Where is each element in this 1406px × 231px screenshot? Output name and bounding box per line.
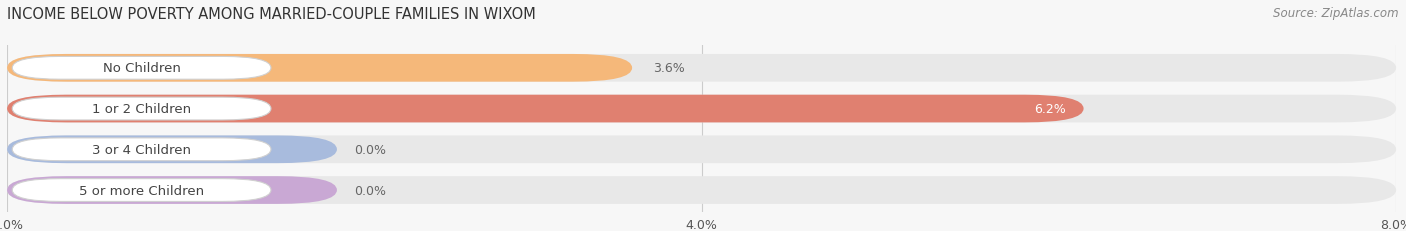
Text: 0.0%: 0.0% (354, 143, 387, 156)
FancyBboxPatch shape (13, 138, 271, 161)
FancyBboxPatch shape (7, 136, 337, 164)
Text: 3.6%: 3.6% (652, 62, 685, 75)
FancyBboxPatch shape (13, 57, 271, 80)
FancyBboxPatch shape (7, 55, 1396, 82)
Text: Source: ZipAtlas.com: Source: ZipAtlas.com (1274, 7, 1399, 20)
FancyBboxPatch shape (7, 176, 1396, 204)
Text: 0.0%: 0.0% (354, 184, 387, 197)
Text: INCOME BELOW POVERTY AMONG MARRIED-COUPLE FAMILIES IN WIXOM: INCOME BELOW POVERTY AMONG MARRIED-COUPL… (7, 7, 536, 22)
FancyBboxPatch shape (7, 95, 1084, 123)
FancyBboxPatch shape (13, 98, 271, 120)
FancyBboxPatch shape (7, 176, 337, 204)
FancyBboxPatch shape (7, 95, 1396, 123)
Text: No Children: No Children (103, 62, 180, 75)
FancyBboxPatch shape (13, 179, 271, 202)
Text: 1 or 2 Children: 1 or 2 Children (91, 103, 191, 116)
FancyBboxPatch shape (7, 55, 633, 82)
Text: 5 or more Children: 5 or more Children (79, 184, 204, 197)
FancyBboxPatch shape (7, 136, 1396, 164)
Text: 6.2%: 6.2% (1035, 103, 1066, 116)
Text: 3 or 4 Children: 3 or 4 Children (93, 143, 191, 156)
